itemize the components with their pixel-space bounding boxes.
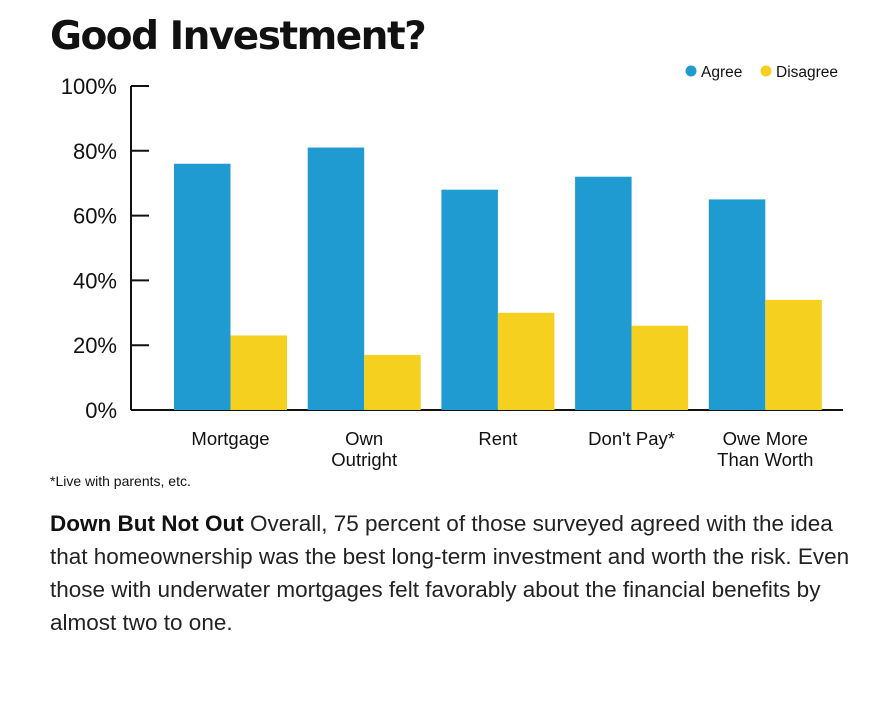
legend-marker — [685, 65, 697, 77]
caption: Down But Not Out Overall, 75 percent of … — [50, 507, 850, 639]
caption-headline: Down But Not Out — [50, 511, 244, 536]
bar-agree — [174, 163, 231, 410]
y-tick-label: 40% — [73, 268, 117, 293]
y-tick-label: 60% — [73, 204, 117, 229]
footnote: *Live with parents, etc. — [50, 473, 191, 489]
x-tick-label: Don't Pay* — [588, 428, 675, 449]
y-tick-label: 100% — [61, 74, 117, 99]
x-tick-label: Own Outright — [331, 428, 397, 470]
y-tick-label: 0% — [85, 398, 117, 423]
x-tick-label: Rent — [478, 428, 517, 449]
bar-agree — [307, 147, 365, 410]
bar-disagree — [765, 299, 822, 410]
bar-disagree — [631, 325, 689, 410]
x-tick-label: Owe More Than Worth — [717, 428, 813, 470]
caption-body: Overall, 75 percent of those surveyed ag… — [50, 511, 850, 635]
bar-chart: 0% 20% 40% 60% 80% 100% Mortgage Own Outright Ren… — [61, 64, 843, 470]
legend-label: Disagree — [776, 64, 838, 81]
y-tick-label: 80% — [73, 139, 117, 164]
bar-agree — [708, 199, 766, 410]
bar-disagree — [230, 335, 287, 410]
legend-marker — [760, 65, 772, 77]
bar-disagree — [364, 354, 421, 410]
bar-disagree — [497, 312, 555, 410]
chart-title: Good Investment? — [50, 14, 427, 59]
y-tick-label: 20% — [73, 333, 117, 358]
bar-agree — [441, 189, 498, 410]
legend-label: Agree — [701, 64, 742, 81]
x-tick-label: Mortgage — [191, 428, 269, 449]
bar-agree — [575, 176, 632, 410]
